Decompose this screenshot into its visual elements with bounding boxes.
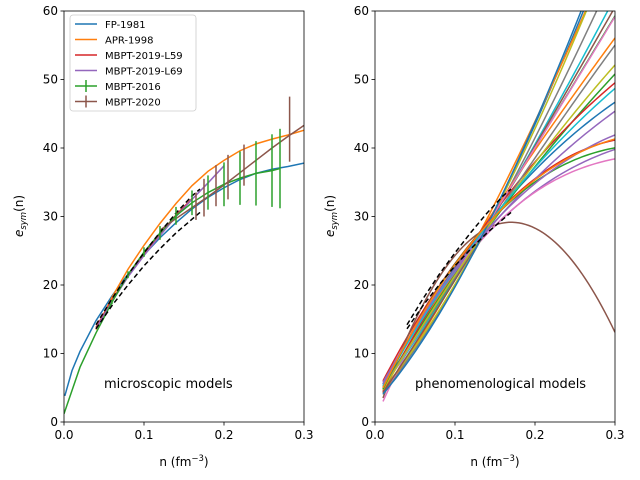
y-axis-label-sub: sym (19, 212, 29, 230)
y-tick-label: 60 (43, 4, 58, 18)
x-tick-label: 0.3 (294, 428, 313, 442)
x-tick-label: 0.0 (365, 428, 384, 442)
x-axis-label-base: n (fm (159, 455, 191, 469)
plot-lines-right (382, 11, 615, 402)
legend-label: MBPT-2020 (105, 98, 161, 109)
y-tick-label: 0 (50, 415, 58, 429)
x-axis-label-exponent: −3 (191, 454, 204, 464)
y-axis-label-end: (n) (323, 195, 337, 212)
x-tick-label: 0.0 (54, 428, 73, 442)
y-tick-label: 0 (361, 415, 369, 429)
dashed-band-lower (95, 211, 201, 330)
error-bars-left (111, 96, 291, 305)
y-tick-label: 10 (354, 347, 369, 361)
legend-label: MBPT-2016 (105, 82, 161, 93)
x-axis-label-end: ) (204, 455, 209, 469)
dashed-band-upper (406, 188, 512, 326)
x-tick-label: 0.3 (605, 428, 624, 442)
annotation-phenomenological: phenomenological models (415, 377, 586, 392)
y-tick-label: 20 (354, 278, 369, 292)
legend-label: FP-1981 (105, 20, 146, 31)
microscopic-models-panel: 0.0 0.1 0.2 0.3 0 10 20 30 40 50 60 microscopic m… (12, 4, 314, 469)
x-tick-label: 0.1 (134, 428, 153, 442)
phenomenological-models-panel: 0.0 0.1 0.2 0.3 0 10 20 30 40 50 60 phenomenologi… (323, 4, 625, 469)
y-tick-label: 60 (354, 4, 369, 18)
dashed-band-upper (95, 188, 201, 326)
legend-items: FP-1981 APR-1998 MBPT-2019-L59 MBPT-2019-L6… (75, 20, 183, 109)
y-tick-label: 30 (354, 210, 369, 224)
x-axis-label-right: n (fm−3) (470, 454, 519, 469)
phenomenological-curve (382, 11, 582, 395)
phenomenological-curve (382, 87, 615, 387)
x-axis-label-exponent: −3 (502, 454, 515, 464)
y-axis-label-main: e (323, 230, 337, 237)
x-ticks-right: 0.0 0.1 0.2 0.3 (365, 422, 625, 442)
x-tick-label: 0.2 (525, 428, 544, 442)
y-axis-label-left: esym(n) (12, 195, 29, 237)
y-tick-label: 30 (43, 210, 58, 224)
legend: FP-1981 APR-1998 MBPT-2019-L59 MBPT-2019-L6… (69, 14, 197, 112)
phenomenological-curve (382, 11, 614, 393)
legend-label: MBPT-2019-L69 (105, 67, 183, 78)
y-axis-label-main: e (12, 230, 26, 237)
dashed-band-lower (406, 211, 512, 330)
legend-label: APR-1998 (105, 36, 153, 47)
x-axis-label-end: ) (515, 455, 520, 469)
y-ticks-left: 0 10 20 30 40 50 60 (43, 4, 64, 429)
x-axis-label-base: n (fm (470, 455, 502, 469)
y-tick-label: 10 (43, 347, 58, 361)
x-ticks-left: 0.0 0.1 0.2 0.3 (54, 422, 314, 442)
y-tick-label: 40 (354, 141, 369, 155)
y-axis-label-sub: sym (330, 212, 340, 230)
y-tick-label: 40 (43, 141, 58, 155)
y-axis-label-end: (n) (12, 195, 26, 212)
series-line-apr-1998 (95, 129, 304, 330)
x-tick-label: 0.1 (445, 428, 464, 442)
y-tick-label: 50 (43, 73, 58, 87)
y-ticks-right: 0 10 20 30 40 50 60 (354, 4, 375, 429)
legend-box (69, 14, 197, 112)
y-tick-label: 50 (354, 73, 369, 87)
phenomenological-curve (382, 138, 615, 389)
y-tick-label: 20 (43, 278, 58, 292)
annotation-microscopic: microscopic models (104, 377, 233, 392)
legend-label: MBPT-2019-L59 (105, 51, 183, 62)
x-tick-label: 0.2 (214, 428, 233, 442)
x-axis-label-left: n (fm−3) (159, 454, 208, 469)
y-axis-label-right: esym(n) (323, 195, 340, 237)
phenomenological-curve (382, 11, 587, 394)
